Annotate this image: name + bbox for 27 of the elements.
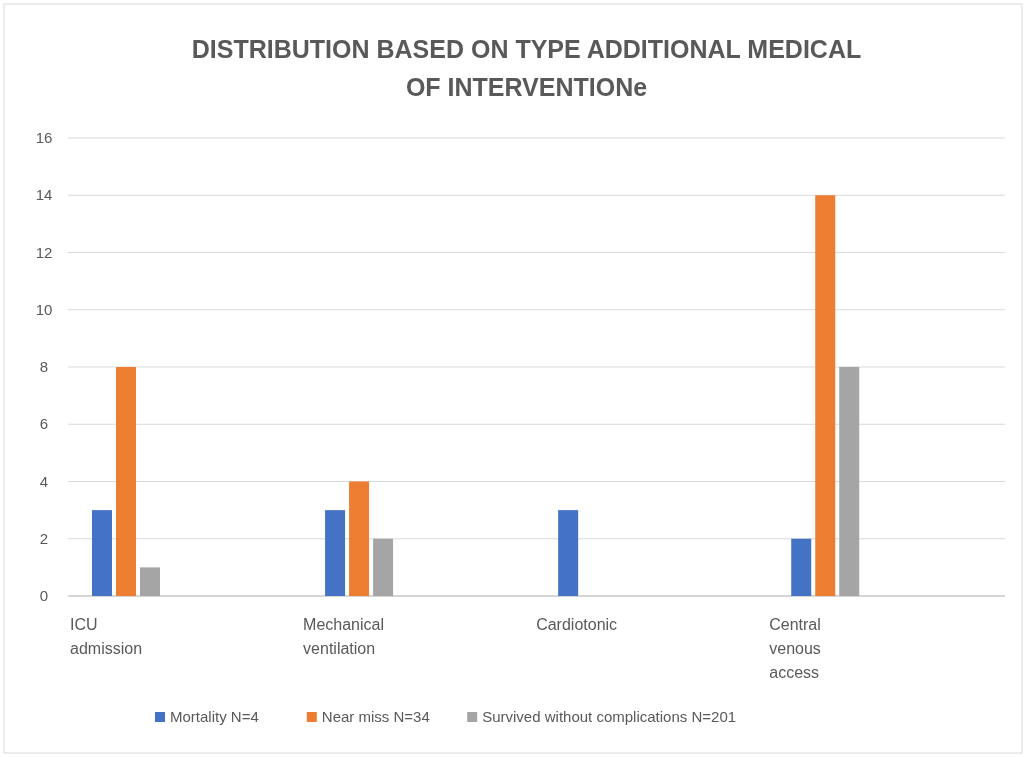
y-tick-label: 4 — [39, 472, 49, 490]
y-tick-label: 8 — [39, 358, 49, 375]
x-tick-label: ICU admission — [70, 616, 143, 657]
y-tick-label: 6 — [39, 415, 49, 433]
bar — [791, 538, 812, 596]
y-tick-label: 10 — [35, 300, 53, 318]
y-tick-label: 0 — [39, 587, 49, 604]
bar — [92, 510, 112, 596]
legend-label: Survived without complications N=201 — [482, 708, 737, 725]
x-tick-label: Mechanical ventilation — [303, 616, 385, 657]
bar — [373, 538, 394, 596]
x-tick-label: Central venous access — [769, 616, 821, 681]
bar — [839, 367, 860, 596]
legend-label: Near miss N=34 — [321, 708, 430, 725]
chart-title: DISTRIBUTION BASED ON TYPE ADDITIONAL MEDICAL OF INTERVENTIONe — [191, 35, 862, 101]
y-tick-label: 12 — [35, 243, 53, 261]
y-tick-label: 2 — [39, 529, 49, 547]
bar — [558, 510, 579, 596]
bar — [116, 367, 136, 596]
bar — [815, 195, 836, 596]
x-tick-label: Cardiotonic — [536, 616, 618, 633]
bar — [349, 481, 370, 596]
legend-label: Mortality N=4 — [170, 708, 259, 725]
y-tick-label: 14 — [35, 186, 53, 204]
bar — [140, 567, 160, 596]
y-tick-label: 16 — [35, 129, 53, 146]
bar — [325, 510, 346, 596]
